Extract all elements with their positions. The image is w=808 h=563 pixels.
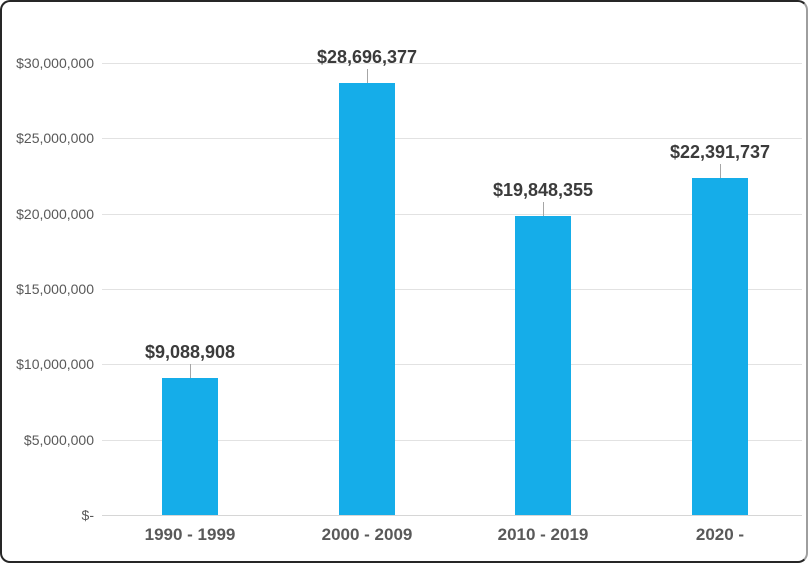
data-label-leader-line xyxy=(367,69,368,83)
bar-2000-2009 xyxy=(339,83,395,515)
y-axis-tick-label: $20,000,000 xyxy=(16,206,94,222)
y-axis-tick-label: $30,000,000 xyxy=(16,55,94,71)
y-axis-tick-label: $15,000,000 xyxy=(16,281,94,297)
y-gridline xyxy=(102,138,802,139)
y-axis-tick-label: $5,000,000 xyxy=(23,432,94,448)
bar-2020- xyxy=(692,178,748,515)
x-axis-category-label: 1990 - 1999 xyxy=(144,525,236,544)
data-label: $22,391,737 xyxy=(669,142,771,162)
y-axis-tick-label: $10,000,000 xyxy=(16,356,94,372)
x-axis-category-label: 2010 - 2019 xyxy=(497,525,589,544)
x-axis-category-label: 2000 - 2009 xyxy=(321,525,413,544)
data-label: $9,088,908 xyxy=(144,342,236,362)
x-axis-category-label: 2020 - xyxy=(695,525,745,544)
bar-2010-2019 xyxy=(515,216,571,515)
y-axis-tick-label: $- xyxy=(81,507,94,523)
y-axis-tick-label: $25,000,000 xyxy=(16,130,94,146)
data-label-leader-line xyxy=(720,164,721,178)
data-label: $19,848,355 xyxy=(492,180,594,200)
x-axis-line xyxy=(102,515,802,516)
data-label-leader-line xyxy=(543,202,544,216)
data-label-leader-line xyxy=(190,364,191,378)
data-label: $28,696,377 xyxy=(316,47,418,67)
bar-1990-1999 xyxy=(162,378,218,515)
